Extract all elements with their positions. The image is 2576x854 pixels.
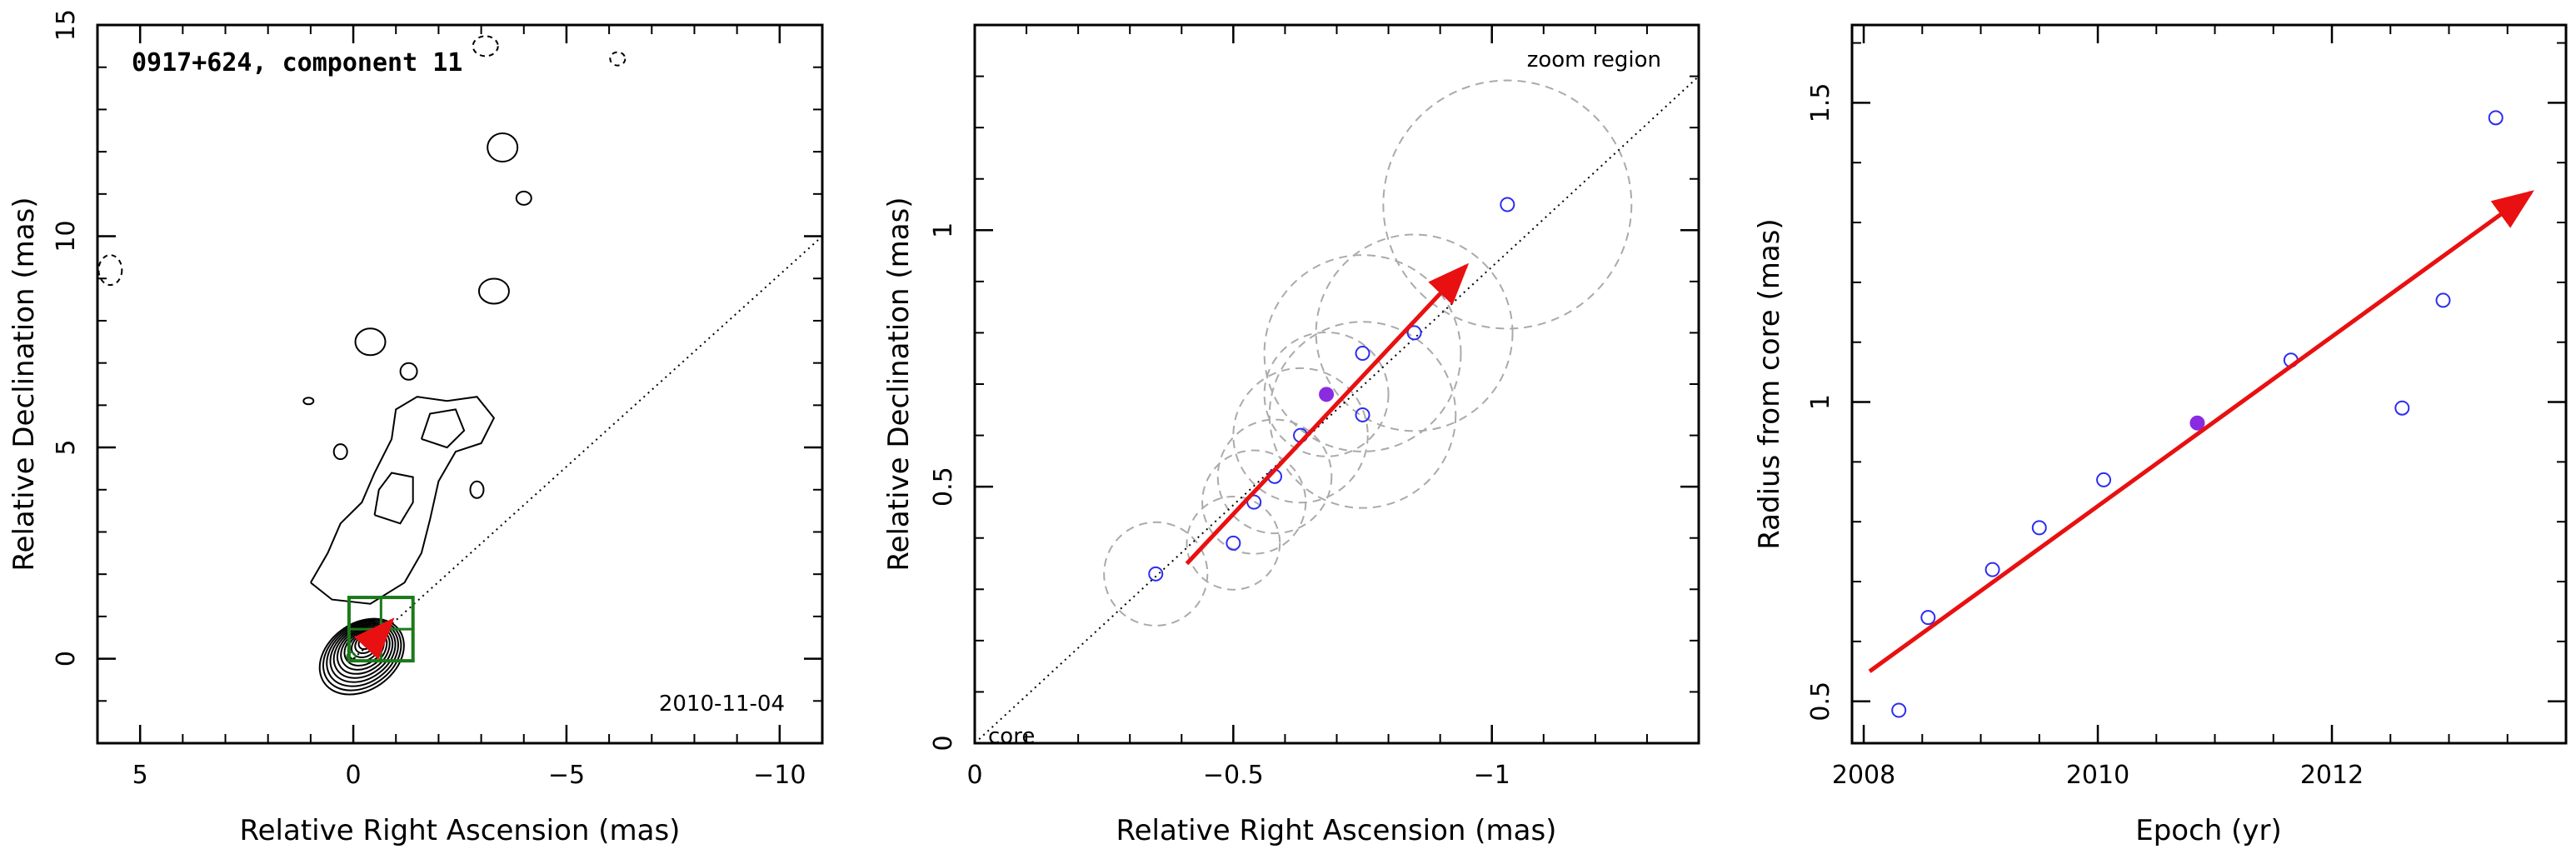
component-point [1148, 566, 1164, 582]
plot-frame-middle [973, 23, 1700, 745]
contour-blob [302, 397, 315, 406]
component-size-circle [1263, 254, 1462, 452]
motion-arrow [1868, 190, 2534, 673]
y-tick-label: 0 [52, 651, 81, 667]
radius-vs-epoch-points [1891, 110, 2504, 718]
jet-inner-contour [373, 472, 414, 525]
y-tick-label: 0.5 [929, 467, 958, 507]
radius-point [2435, 292, 2451, 308]
contour-map [97, 35, 627, 696]
y-tick-label: 1 [929, 222, 958, 238]
radius-point [1920, 610, 1936, 626]
panel-left-title: 0917+624, component 11 [132, 48, 462, 77]
component-size-circle [1315, 233, 1514, 432]
contour-blob [354, 327, 387, 357]
component-point [1226, 535, 1241, 551]
component-size-circle [1232, 367, 1369, 504]
panel-middle-xlabel: Relative Right Ascension (mas) [1116, 814, 1557, 847]
contour-blob [609, 51, 627, 67]
component-point [1355, 407, 1370, 422]
panel-right-xlabel: Epoch (yr) [2135, 814, 2282, 847]
ticks-left: 5 0 −5 −10 0 5 10 15 [52, 9, 823, 790]
motion-arrow [1185, 262, 1470, 566]
core-contour [322, 619, 402, 692]
motion-arrow [353, 617, 395, 660]
x-tick-label: 2012 [2300, 761, 2364, 790]
ticks-middle: 0 −0.5 −1 0 0.5 1 [929, 24, 1699, 790]
jet-inner-contour [420, 408, 466, 449]
component-size-circle [1186, 496, 1281, 591]
component-size-circle [1216, 418, 1333, 535]
radius-point [2031, 520, 2047, 536]
x-tick-label: 2008 [1832, 761, 1895, 790]
x-tick-label: −0.5 [1203, 761, 1264, 790]
x-tick-label: 2010 [2066, 761, 2129, 790]
radius-point [1984, 562, 2000, 577]
component-size-circles [1103, 79, 1633, 627]
component-point [1355, 346, 1370, 362]
x-tick-label: −5 [548, 761, 585, 790]
panel-left: 5 0 −5 −10 0 5 10 15 0917+624, component 11 201… [7, 9, 824, 847]
radius-point [1891, 702, 1907, 718]
plot-frame-left [96, 23, 824, 745]
component-point-current [1319, 387, 1335, 402]
component-point [1406, 325, 1422, 341]
radius-point [2488, 110, 2504, 126]
panel-middle-core-label: core [988, 724, 1035, 749]
panel-left-ylabel: Relative Declination (mas) [7, 197, 41, 571]
y-tick-label: 1 [1806, 394, 1835, 410]
contour-blob [515, 190, 532, 206]
y-tick-label: 15 [52, 9, 81, 41]
y-tick-label: 1.5 [1806, 83, 1835, 123]
contour-blob [472, 35, 499, 57]
jet-direction-line [974, 75, 1700, 744]
contour-blob [97, 254, 123, 287]
x-tick-label: 5 [132, 761, 148, 790]
y-tick-label: 0 [929, 735, 958, 751]
component-size-circle [1263, 331, 1390, 457]
component-positions [1148, 197, 1515, 582]
radius-point-current [2189, 415, 2205, 431]
x-tick-label: 0 [966, 761, 982, 790]
jet-direction-line [352, 235, 823, 660]
ticks-right: 2008 2010 2012 0.5 1 1.5 [1806, 25, 2567, 790]
component-size-circle [1268, 321, 1457, 509]
x-tick-label: −1 [1474, 761, 1510, 790]
x-tick-label: −10 [753, 761, 806, 790]
component-point [1500, 197, 1515, 212]
panel-middle-ylabel: Relative Declination (mas) [882, 197, 916, 571]
panel-middle: 0 −0.5 −1 0 0.5 1 zoom region core Relative R… [882, 23, 1700, 847]
panel-left-date: 2010-11-04 [659, 692, 785, 717]
contour-blob [399, 362, 418, 381]
x-tick-label: 0 [346, 761, 362, 790]
panel-right: 2008 2010 2012 0.5 1 1.5 Epoch (yr) Radius fr… [1753, 23, 2568, 847]
contour-blob [477, 277, 510, 305]
y-tick-label: 0.5 [1806, 682, 1835, 722]
y-tick-label: 5 [52, 440, 81, 456]
panel-left-xlabel: Relative Right Ascension (mas) [240, 814, 681, 847]
jet-outer-contour [310, 396, 496, 605]
component-size-circle [1382, 79, 1633, 330]
y-tick-label: 10 [52, 220, 81, 252]
contour-blob [332, 443, 348, 461]
radius-point [2394, 400, 2410, 416]
component-size-circle [1103, 521, 1209, 627]
panel-right-ylabel: Radius from core (mas) [1753, 218, 1786, 549]
zoom-box [347, 596, 415, 663]
contour-blob [487, 132, 519, 163]
contour-blob [469, 480, 485, 499]
panel-middle-region-label: zoom region [1527, 47, 1661, 72]
radius-point [2096, 472, 2112, 487]
plot-frame-right [1850, 23, 2568, 745]
